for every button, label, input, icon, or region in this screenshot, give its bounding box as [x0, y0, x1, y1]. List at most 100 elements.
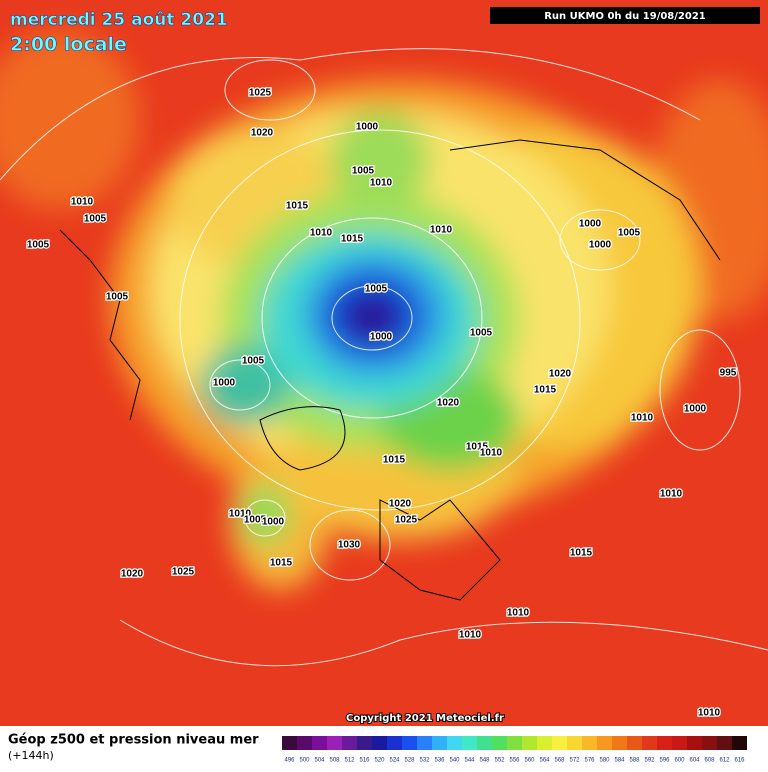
colorbar-label: 532 — [419, 758, 430, 764]
colorbar: 496 500 504 508 512 516 520 524 528 532 536 540 544 5… — [282, 736, 747, 764]
colorbar-label: 600 — [674, 758, 685, 764]
colorbar-label: 520 — [374, 758, 385, 764]
colorbar-label: 516 — [359, 758, 370, 764]
colorbar-swatch — [657, 736, 672, 750]
colorbar-swatch — [732, 736, 747, 750]
colorbar-swatch — [387, 736, 402, 750]
pressure-label: 1010 — [507, 608, 530, 619]
pressure-label: 1000 — [370, 332, 393, 343]
colorbar-label: 584 — [614, 758, 625, 764]
colorbar-swatch — [537, 736, 552, 750]
colorbar-swatch — [522, 736, 537, 750]
pressure-label: 1015 — [286, 201, 309, 212]
colorbar-label: 560 — [524, 758, 535, 764]
pressure-label: 1010 — [310, 228, 333, 239]
colorbar-swatch — [717, 736, 732, 750]
pressure-label: 1010 — [459, 630, 482, 641]
pressure-label: 995 — [720, 368, 737, 379]
colorbar-label: 524 — [389, 758, 400, 764]
pressure-label: 1020 — [121, 569, 144, 580]
run-info: Run UKMO 0h du 19/08/2021 — [544, 11, 706, 22]
pressure-label: 1005 — [244, 515, 267, 526]
colorbar-swatch — [552, 736, 567, 750]
pressure-label: 1000 — [213, 378, 236, 389]
colorbar-label: 548 — [479, 758, 490, 764]
pressure-label: 1000 — [589, 240, 612, 251]
colorbar-label: 608 — [704, 758, 715, 764]
colorbar-swatch — [492, 736, 507, 750]
colorbar-label: 576 — [584, 758, 595, 764]
colorbar-swatch — [702, 736, 717, 750]
geopotential-field — [0, 30, 768, 590]
colorbar-swatch — [282, 736, 297, 750]
pressure-label: 1005 — [470, 328, 493, 339]
pressure-label: 1015 — [341, 234, 364, 245]
pressure-label: 1020 — [549, 369, 572, 380]
colorbar-swatch — [567, 736, 582, 750]
colorbar-label: 572 — [569, 758, 580, 764]
colorbar-label: 536 — [434, 758, 445, 764]
colorbar-label: 508 — [329, 758, 340, 764]
pressure-label: 1015 — [383, 455, 406, 466]
pressure-label: 1005 — [106, 292, 129, 303]
colorbar-label: 596 — [659, 758, 670, 764]
colorbar-swatch — [357, 736, 372, 750]
colorbar-swatch — [417, 736, 432, 750]
colorbar-swatch — [312, 736, 327, 750]
pressure-label: 1000 — [262, 517, 285, 528]
pressure-label: 1025 — [395, 515, 418, 526]
pressure-label: 1015 — [466, 442, 489, 453]
colorbar-swatch — [642, 736, 657, 750]
colorbar-swatch — [447, 736, 462, 750]
colorbar-swatch — [612, 736, 627, 750]
date-title: mercredi 25 août 2021 — [10, 10, 228, 30]
pressure-label: 1025 — [172, 567, 195, 578]
colorbar-swatch — [462, 736, 477, 750]
pressure-label: 1015 — [270, 558, 293, 569]
colorbar-label: 616 — [734, 758, 745, 764]
colorbar-swatch — [672, 736, 687, 750]
colorbar-swatch — [432, 736, 447, 750]
pressure-label: 1005 — [365, 284, 388, 295]
pressure-label: 1010 — [229, 509, 252, 520]
colorbar-swatch — [342, 736, 357, 750]
pressure-label: 1030 — [338, 540, 361, 551]
pressure-labels: 1025102010001005101010151010100510051010… — [26, 86, 738, 720]
colorbar-swatch — [687, 736, 702, 750]
run-box — [490, 7, 760, 24]
colorbar-swatch — [582, 736, 597, 750]
colorbar-label: 528 — [404, 758, 415, 764]
coastlines — [59, 139, 721, 601]
legend-title: Géop z500 et pression niveau mer — [8, 733, 259, 748]
colorbar-swatch — [402, 736, 417, 750]
pressure-label: 1010 — [698, 708, 721, 719]
colorbar-swatch — [327, 736, 342, 750]
pressure-label: 1015 — [534, 385, 557, 396]
colorbar-label: 544 — [464, 758, 475, 764]
pressure-label: 1005 — [618, 228, 641, 239]
colorbar-label: 612 — [719, 758, 730, 764]
pressure-label: 1015 — [570, 548, 593, 559]
colorbar-label: 496 — [284, 758, 295, 764]
pressure-label: 1020 — [251, 128, 274, 139]
colorbar-label: 540 — [449, 758, 460, 764]
colorbar-label: 580 — [599, 758, 610, 764]
colorbar-swatch — [507, 736, 522, 750]
colorbar-swatch — [597, 736, 612, 750]
pressure-label: 1020 — [389, 499, 412, 510]
pressure-label: 1010 — [370, 178, 393, 189]
pressure-label: 1010 — [480, 448, 503, 459]
colorbar-label: 564 — [539, 758, 550, 764]
pressure-label: 1000 — [356, 122, 379, 133]
colorbar-label: 556 — [509, 758, 520, 764]
colorbar-label: 552 — [494, 758, 505, 764]
colorbar-label: 512 — [344, 758, 355, 764]
pressure-label: 1005 — [84, 214, 107, 225]
legend-subtitle: (+144h) — [8, 749, 54, 762]
colorbar-label: 604 — [689, 758, 700, 764]
copyright: Copyright 2021 Meteociel.fr — [346, 713, 504, 724]
pressure-label: 1025 — [249, 88, 272, 99]
pressure-label: 1005 — [352, 166, 375, 177]
colorbar-swatch — [627, 736, 642, 750]
